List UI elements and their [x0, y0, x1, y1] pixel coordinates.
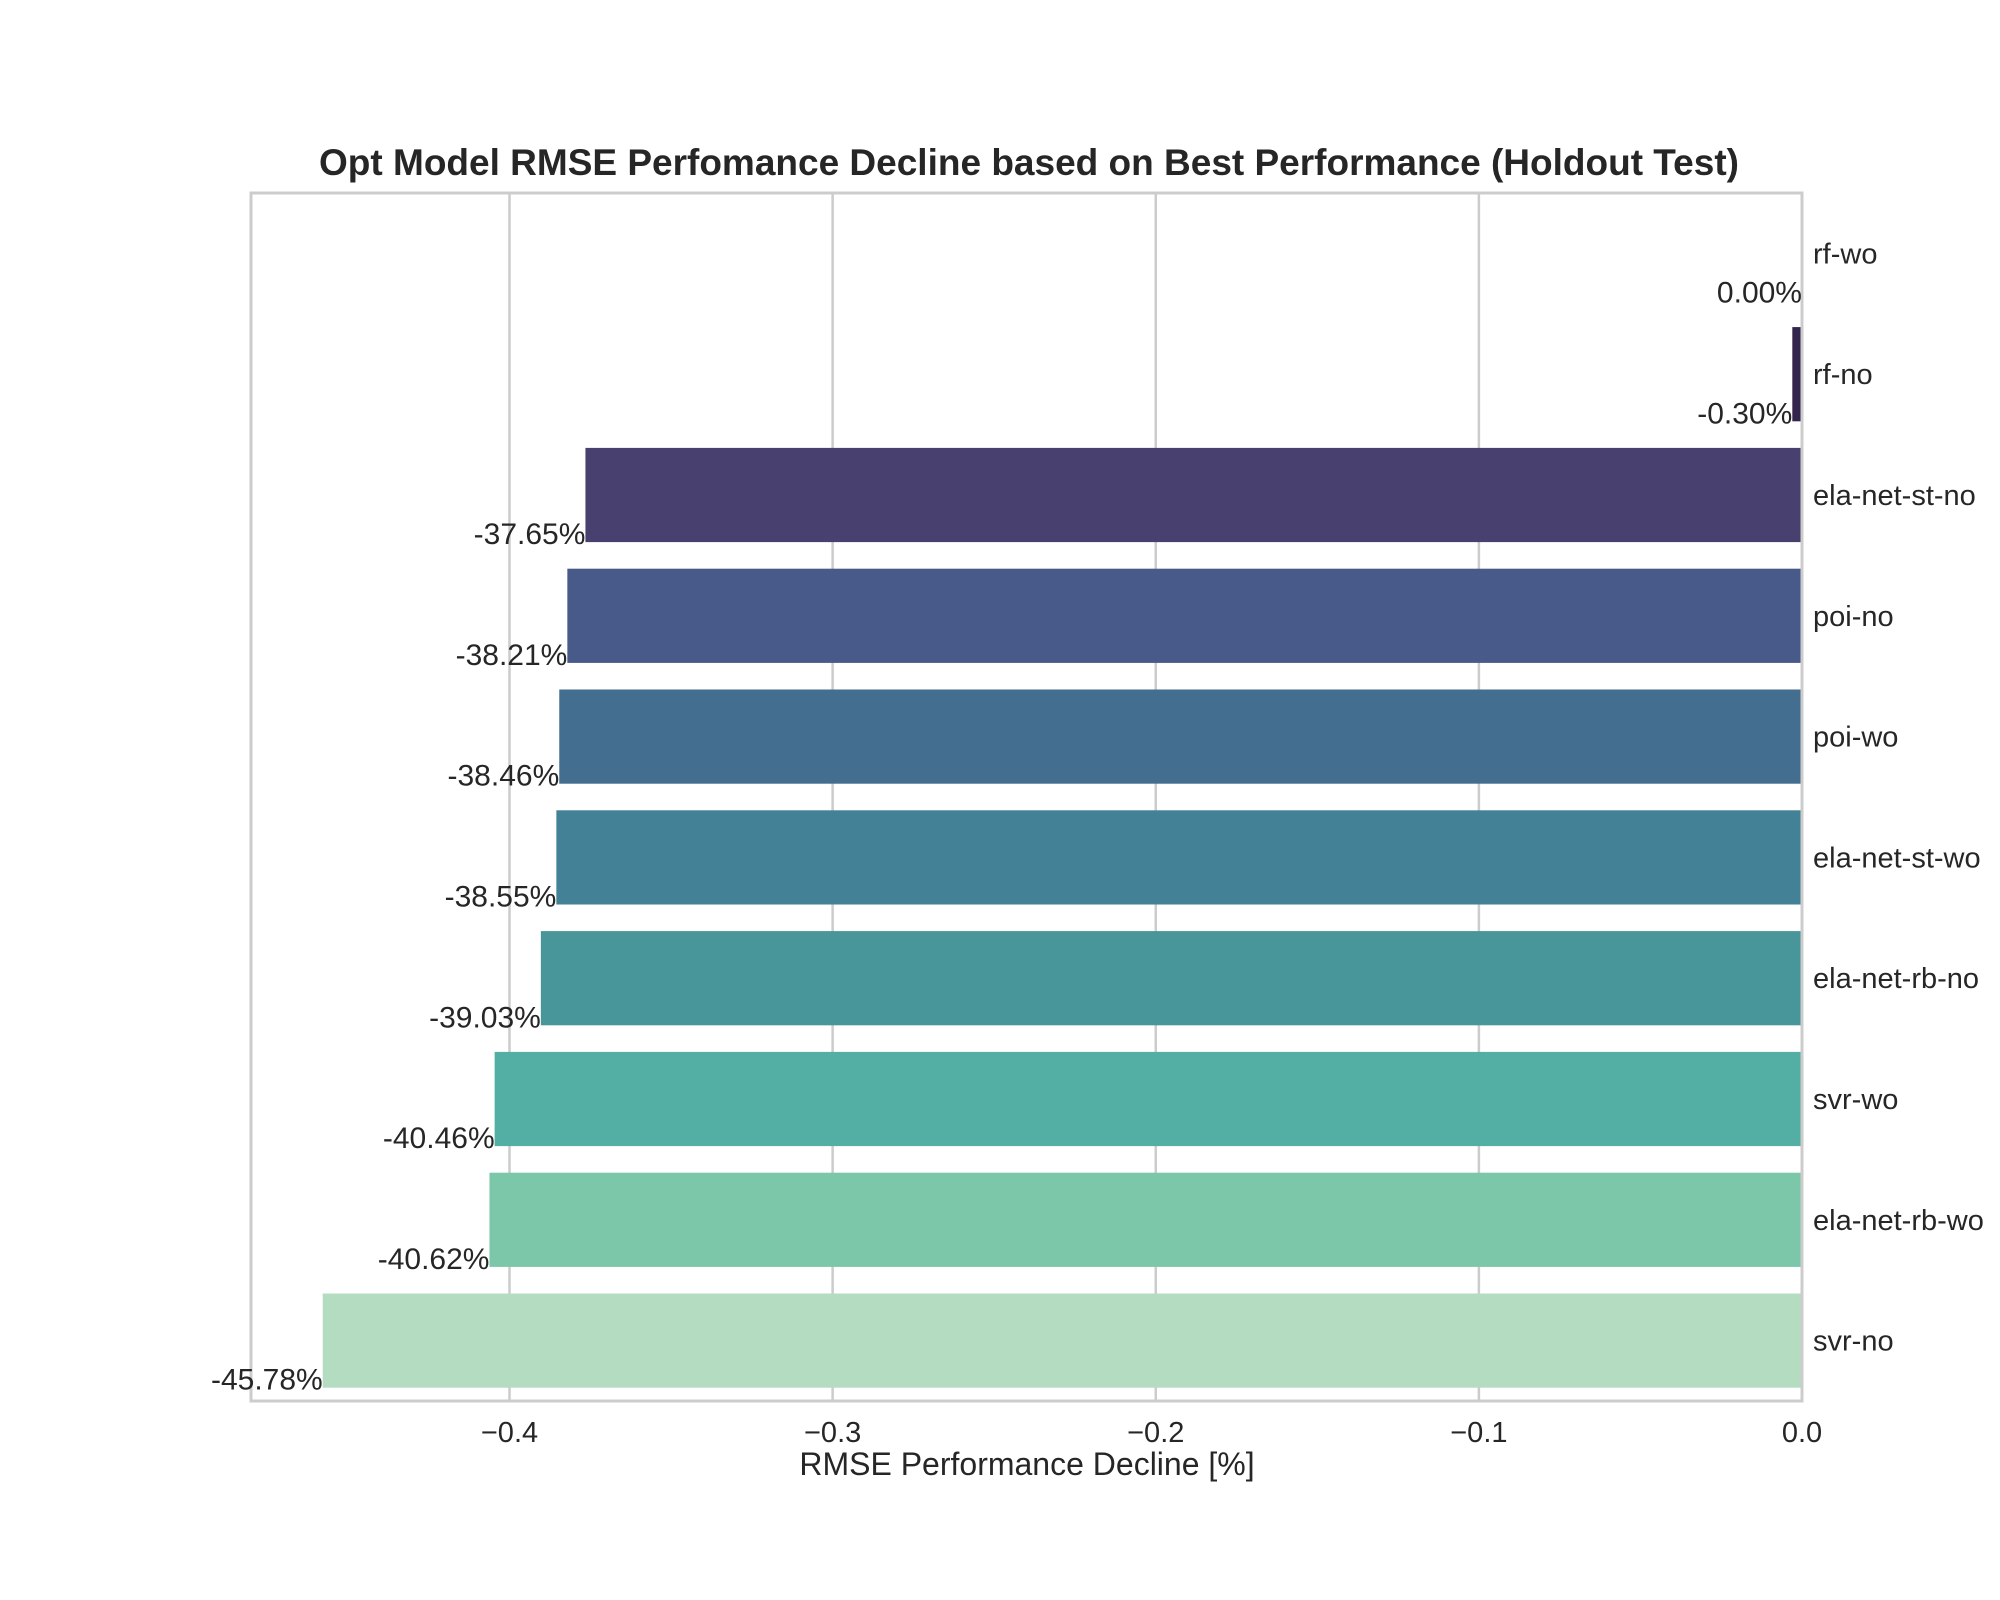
bar-poi-wo [559, 689, 1802, 784]
data-label: -45.78% [211, 1364, 323, 1397]
bar-ela-net-st-no [585, 447, 1803, 543]
bar-ela-net-rb-wo [489, 1172, 1802, 1267]
bar-ela-net-rb-no [540, 931, 1802, 1026]
x-tick-labels: −0.4 −0.3 −0.2 −0.1 0.0 [481, 1417, 1822, 1449]
x-tick-label: −0.2 [1127, 1417, 1184, 1449]
bar-poi-no [567, 568, 1802, 663]
data-label: 0.00% [1717, 277, 1802, 310]
category-label: poi-no [1813, 601, 1894, 633]
x-tick-label: −0.3 [804, 1417, 861, 1449]
category-labels: rf-wo rf-no ela-net-st-no poi-no poi-wo ela-n… [1813, 238, 1984, 1357]
data-labels: 0.00% -0.30% -37.65% -38.21% -38.46% -38.55% -… [211, 277, 1802, 1397]
x-tick-label: −0.4 [481, 1417, 538, 1449]
data-label: -39.03% [429, 1001, 541, 1034]
plot-frame [249, 191, 1804, 1403]
chart-title: Opt Model RMSE Perfomance Decline based … [319, 142, 1739, 183]
category-label: ela-net-st-no [1813, 480, 1976, 512]
category-label: poi-wo [1813, 722, 1898, 754]
x-tick-label: −0.1 [1450, 1417, 1507, 1449]
data-label: -37.65% [474, 518, 586, 551]
category-label: svr-no [1813, 1326, 1894, 1358]
category-label: rf-wo [1813, 238, 1877, 270]
data-label: -40.62% [378, 1243, 490, 1276]
bar-svr-wo [494, 1051, 1803, 1147]
data-label: -0.30% [1697, 397, 1792, 430]
category-label: ela-net-st-wo [1813, 842, 1981, 874]
category-label: svr-wo [1813, 1084, 1898, 1116]
bar-svr-no [322, 1293, 1802, 1388]
x-tick-label: 0.0 [1782, 1417, 1822, 1449]
bar-rf-no [1792, 327, 1802, 422]
category-label: ela-net-rb-wo [1813, 1205, 1984, 1237]
data-label: -38.55% [445, 881, 557, 914]
bars [322, 327, 1803, 1388]
data-label: -38.46% [448, 760, 560, 793]
category-label: ela-net-rb-no [1813, 963, 1979, 995]
x-axis-label: RMSE Performance Decline [%] [799, 1446, 1254, 1482]
data-label: -38.21% [456, 639, 568, 672]
data-label: -40.46% [383, 1122, 495, 1155]
category-label: rf-no [1813, 359, 1873, 391]
bar-ela-net-st-wo [556, 810, 1802, 905]
